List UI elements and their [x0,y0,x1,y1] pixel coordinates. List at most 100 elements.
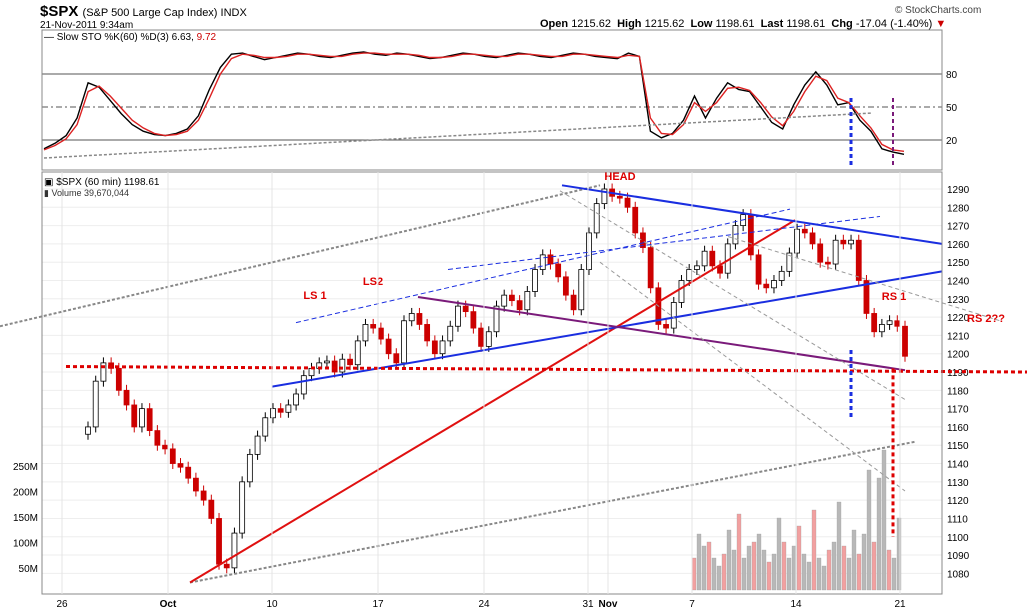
volume-bar [761,549,767,591]
candle-up [354,340,361,366]
gray-dashed-decline-1 [559,190,906,400]
candle-down [709,250,716,267]
volume-bar [836,501,842,591]
x-tick-label: 26 [56,599,68,610]
candle-up [285,404,292,413]
price-tick-label: 1080 [947,569,970,580]
candle-up [686,269,693,281]
volume-bar [896,517,902,591]
candle-down [431,340,438,355]
red-uptrend-line [189,219,796,584]
candle-up [794,228,800,254]
candle-up [239,481,246,534]
candle-down [825,261,831,265]
candle-down [424,324,431,342]
price-tick-label: 1120 [947,496,969,507]
stochastic-tick-label: 50 [946,103,958,114]
red-neckline [65,365,1027,374]
price-panel: 1080 1090 1100 1110 1120 1130 1140 1150 1160 1170… [0,171,1027,591]
price-series-label: ▣ $SPX (60 min) 1198.61 [44,177,160,188]
candle-down [632,206,639,234]
price-tick-label: 1260 [947,240,970,251]
candle-down [547,254,554,265]
candle-down [624,197,631,208]
candle-up [670,302,677,329]
price-tick-label: 1230 [947,295,970,306]
volume-bar [706,541,712,591]
volume-bar [756,533,762,591]
candle-down [146,408,153,431]
candle-down [809,232,816,245]
pattern-annotation: RS 2?? [967,313,1005,325]
candle-down [555,263,562,278]
candle-down [385,338,392,355]
volume-bar [731,549,737,591]
candle-up [92,380,99,428]
symbol-description: (S&P 500 Large Cap Index) INDX [82,7,247,19]
blue-upper-trendline [561,184,943,245]
stochastic-tick-label: 20 [946,136,958,147]
candle-down [377,327,384,340]
candle-down [562,276,569,296]
candle-down [755,254,762,285]
candle-up [293,393,300,406]
volume-bar [766,561,772,591]
candle-down [223,563,230,569]
volume-bar [796,525,802,591]
price-tick-label: 1090 [947,551,970,562]
candle-up [501,294,508,307]
candle-up [408,313,415,322]
pattern-annotation: LS 1 [303,290,326,302]
price-tick-label: 1240 [947,277,970,288]
pattern-annotation: LS2 [363,276,383,288]
volume-bar [701,545,707,591]
volume-bar [841,545,847,591]
price-tick-label: 1280 [947,203,970,214]
candle-down [115,367,122,391]
candle-up [439,340,446,355]
quote-summary: Open 1215.62 High 1215.62 Low 1198.61 La… [540,18,947,30]
volume-bar [801,553,807,591]
stochastic-tick-label: 80 [946,70,958,81]
volume-bar [741,557,747,591]
candle-up [778,270,785,281]
candle-up [262,417,269,437]
candle-down [331,360,338,373]
volume-label: ▮ Volume 39,670,044 [44,188,130,198]
candle-up [493,305,500,333]
price-tick-label: 1160 [947,423,969,434]
candle-up [339,358,346,373]
price-tick-label: 1110 [947,514,968,525]
price-tick-label: 1140 [947,460,969,471]
volume-bar [851,529,857,591]
x-tick-label: 14 [790,599,802,610]
symbol: $SPX [40,3,79,20]
candle-up [678,280,685,303]
candle-down [647,247,654,289]
volume-bar [846,557,852,591]
price-tick-label: 1130 [947,478,969,489]
price-tick-label: 1180 [947,386,969,397]
x-tick-label: 7 [689,599,695,610]
candle-down [863,280,870,314]
price-tick-label: 1150 [947,441,969,452]
candle-up [878,324,885,333]
stochastic-label: — Slow STO %K(60) %D(3) 6.63, 9.72 [44,32,217,43]
stochastic-panel: 20 50 80 [42,51,958,168]
volume-bar [726,529,732,591]
volume-bar [871,541,877,591]
candle-up [254,435,261,455]
candle-up [308,367,315,377]
volume-bar [866,469,872,591]
volume-bar [791,545,797,591]
price-tick-label: 1200 [947,350,970,361]
candle-up [270,408,276,419]
candle-up [524,291,531,311]
candle-up [593,203,600,234]
candle-down [177,463,184,468]
candle-down [123,389,130,406]
candle-up [401,320,407,364]
candle-down [570,294,577,311]
volume-bar [881,449,887,591]
